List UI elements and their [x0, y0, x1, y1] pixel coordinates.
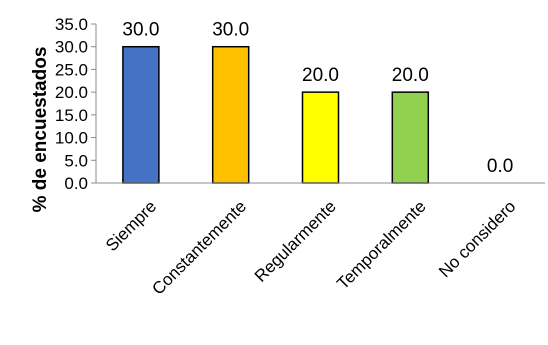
- value-labels: 30.0 30.0 20.0 20.0 0.0: [122, 20, 513, 177]
- y-tick-label: 30.0: [55, 38, 88, 57]
- x-category-label: Regularmente: [251, 197, 340, 286]
- value-label: 20.0: [302, 65, 339, 86]
- bar-constantemente: [211, 45, 250, 184]
- value-label: 30.0: [212, 20, 249, 41]
- x-category-label: Constantemente: [148, 197, 250, 299]
- y-tick-label: 15.0: [55, 106, 88, 125]
- bars: [122, 45, 430, 184]
- bar-siempre: [122, 45, 160, 184]
- value-label: 0.0: [487, 156, 513, 177]
- bar-regularmente: [301, 91, 340, 184]
- y-tick-label: 0.0: [64, 174, 88, 193]
- x-category-label: No considero: [435, 197, 519, 281]
- y-tick-label: 35.0: [55, 15, 88, 34]
- y-tick-label: 10.0: [55, 129, 88, 148]
- y-tick-label: 25.0: [55, 60, 88, 79]
- bar-temporalmente: [391, 91, 430, 184]
- y-axis-ticks: 0.0 5.0 10.0 15.0 20.0 25.0 30.0 35.0: [55, 15, 96, 193]
- value-label: 20.0: [392, 65, 429, 86]
- x-category-label: Temporalmente: [333, 197, 429, 293]
- y-tick-label: 5.0: [64, 151, 88, 170]
- y-axis-title: % de encuestados: [30, 47, 51, 213]
- x-category-label: Siempre: [102, 197, 160, 255]
- y-tick-label: 20.0: [55, 83, 88, 102]
- value-label: 30.0: [122, 20, 159, 41]
